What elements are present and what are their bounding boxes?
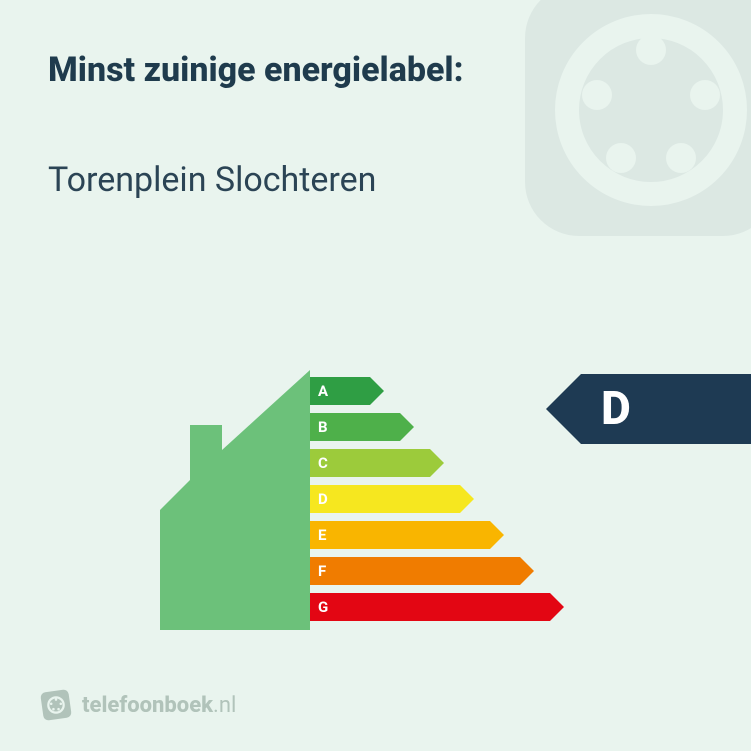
energy-bar-body [310, 557, 520, 585]
current-grade-letter: D [601, 382, 631, 436]
energy-bar-arrowhead [490, 521, 504, 549]
energy-bar-label: C [318, 454, 328, 472]
energy-bar-arrowhead [370, 377, 384, 405]
energy-bar-body [310, 485, 460, 513]
watermark-dial-icon [501, 0, 751, 260]
current-grade-badge: D [546, 374, 751, 444]
energy-bar-body [310, 521, 490, 549]
energy-bar-arrowhead [520, 557, 534, 585]
energy-bar-label: E [318, 526, 326, 544]
energy-bar-label: F [318, 562, 326, 580]
energy-bar-arrowhead [460, 485, 474, 513]
energy-bar-label: B [318, 418, 328, 436]
energy-bar [310, 449, 444, 477]
energy-bar [310, 485, 474, 513]
footer-brand-tld: .nl [213, 693, 236, 718]
footer-brand-name: telefoonboek [82, 693, 213, 718]
energy-bar-arrowhead [550, 593, 564, 621]
footer-text: telefoonboek.nl [82, 693, 236, 718]
phonebook-icon [40, 689, 72, 721]
energy-bar-label: A [318, 382, 328, 400]
energy-bar [310, 593, 564, 621]
energy-bar-label: D [318, 490, 328, 508]
grade-badge-arrow [546, 374, 581, 444]
energy-bar-body [310, 449, 430, 477]
house-icon [150, 370, 310, 630]
energy-bar-body [310, 593, 550, 621]
energy-bar [310, 557, 534, 585]
location-name: Torenplein Slochteren [48, 160, 376, 200]
page-title: Minst zuinige energielabel: [48, 50, 464, 90]
energy-bar [310, 521, 504, 549]
energy-bar-label: G [318, 598, 328, 616]
footer-brand: telefoonboek.nl [40, 689, 236, 721]
energy-bar-arrowhead [400, 413, 414, 441]
grade-badge-body: D [581, 374, 751, 444]
energy-bar-arrowhead [430, 449, 444, 477]
